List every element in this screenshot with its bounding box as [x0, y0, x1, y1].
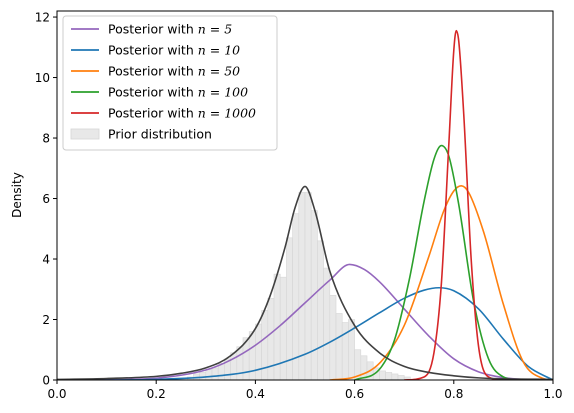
- x-tick-label: 1.0: [543, 387, 562, 401]
- histogram-bar: [292, 213, 300, 380]
- series-line-posterior-with-n-1000: [404, 29, 504, 380]
- y-tick-label: 2: [42, 313, 50, 327]
- series-line-density-curve: [57, 185, 553, 380]
- histogram-bar: [341, 322, 349, 380]
- histogram-bar: [248, 331, 256, 380]
- histogram-bar: [403, 376, 411, 380]
- histogram-bar: [199, 372, 207, 380]
- x-tick-label: 0.2: [147, 387, 166, 401]
- y-axis-label: Density: [10, 172, 24, 218]
- histogram-bar: [360, 355, 368, 380]
- y-axis: 0 2 4 6 8 10 12: [35, 11, 57, 388]
- histogram-bar: [211, 367, 219, 380]
- y-tick-label: 4: [42, 253, 50, 267]
- histogram-bar: [379, 370, 386, 380]
- y-tick-label: 10: [35, 71, 50, 85]
- histogram-bar: [391, 373, 399, 380]
- histogram-bar: [397, 375, 405, 380]
- histogram-bar: [335, 313, 343, 380]
- x-tick-label: 0.6: [345, 387, 364, 401]
- legend-box: [62, 15, 278, 151]
- x-tick-label: 0.8: [444, 387, 463, 401]
- x-tick-label: 0.4: [246, 387, 265, 401]
- y-tick-label: 0: [42, 374, 50, 388]
- legend: Posterior with n = 5 Posterior with n = 1…: [62, 15, 278, 151]
- histogram-bar: [236, 346, 244, 380]
- histogram-bar: [261, 310, 269, 380]
- x-tick-label: 0.0: [47, 387, 66, 401]
- histogram-bar: [298, 192, 306, 380]
- legend-label: Posterior with n = 1000: [108, 106, 256, 121]
- legend-label: Posterior with n = 10: [108, 43, 240, 58]
- histogram-bar: [329, 295, 337, 380]
- histogram-bar: [255, 323, 262, 380]
- y-tick-label: 6: [42, 192, 50, 206]
- histogram-bar: [267, 298, 275, 380]
- plot-frame: [56, 10, 554, 381]
- series-line-posterior-with-n-100: [354, 144, 519, 380]
- legend-label: Prior distribution: [108, 127, 212, 142]
- series-lines-layer: [57, 29, 553, 380]
- y-tick-label: 8: [42, 132, 50, 146]
- legend-swatch: [70, 128, 100, 140]
- series-line-posterior-with-n-5: [57, 263, 553, 380]
- y-tick-label: 12: [35, 11, 50, 25]
- histogram-bar: [385, 372, 393, 380]
- x-axis: 0.0 0.2 0.4 0.6 0.8 1.0: [47, 380, 563, 401]
- histogram-bar: [205, 369, 213, 380]
- series-line-posterior-with-n-50: [329, 185, 553, 380]
- histogram-bar: [279, 276, 287, 380]
- histogram-bar: [317, 240, 324, 380]
- legend-label: Posterior with n = 50: [108, 64, 240, 79]
- legend-label: Posterior with n = 100: [108, 85, 248, 100]
- series-line-posterior-with-n-10: [57, 286, 553, 380]
- legend-label: Posterior with n = 5: [108, 22, 232, 37]
